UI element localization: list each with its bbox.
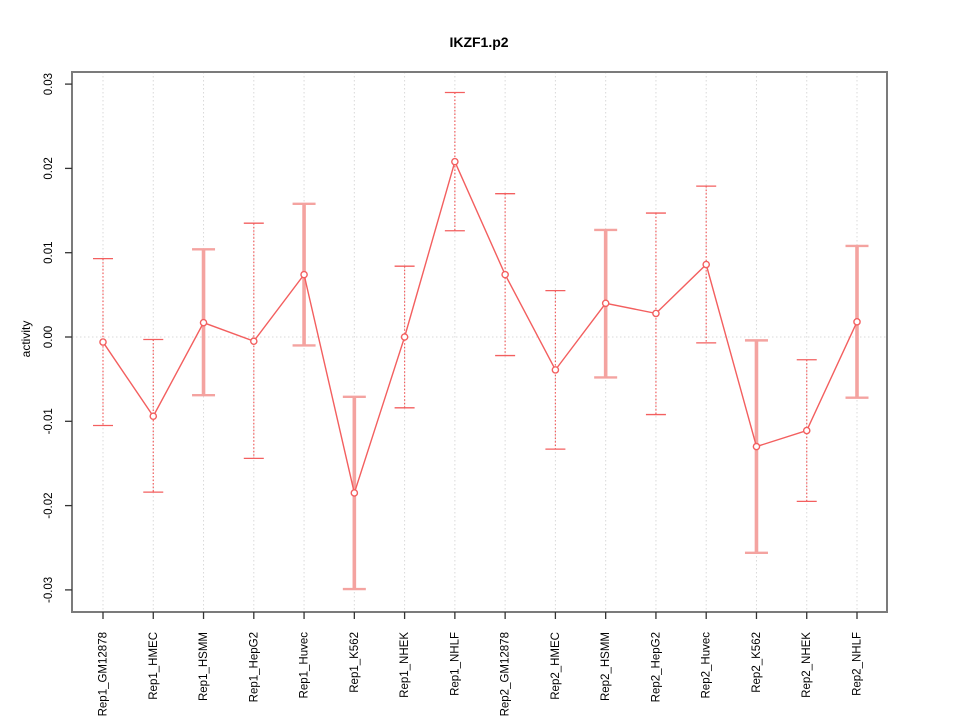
error-bar: [93, 257, 113, 427]
error-bar: [243, 222, 264, 460]
data-point: [752, 442, 761, 451]
error-bar: [645, 212, 666, 416]
error-bar: [444, 91, 465, 232]
data-point: [300, 270, 308, 279]
x-tick-label: Rep2_NHEK: [801, 632, 813, 698]
x-tick-label: Rep1_NHEK: [399, 632, 411, 698]
data-point: [250, 337, 258, 346]
x-tick-label: Rep2_K562: [751, 632, 763, 693]
plot-frame: [71, 71, 888, 613]
x-tick-label: Rep2_Huvec: [701, 632, 713, 699]
data-point: [702, 260, 711, 269]
grid-layer: [72, 72, 887, 612]
axes-layer: 0.03 0.02 0.01 0.00 -0.01 -0.02 -0.03 Rep1_GM12…: [43, 71, 888, 716]
x-tick-label: Rep1_NHLF: [449, 632, 461, 696]
data-point: [652, 309, 660, 318]
x-tick-label: Rep1_Huvec: [299, 632, 311, 699]
x-tick-label: Rep1_HepG2: [248, 632, 260, 702]
x-tick-label: Rep2_GM12878: [500, 632, 512, 716]
y-tick-label: -0.01: [43, 408, 55, 434]
data-point: [601, 299, 610, 308]
y-tick-label: 0.01: [43, 242, 55, 264]
data-point: [149, 412, 158, 421]
x-tick-label: Rep2_NHLF: [852, 632, 864, 696]
chart-title: IKZF1.p2: [449, 34, 508, 50]
x-tick-label: Rep2_HepG2: [650, 632, 662, 702]
error-bar: [545, 289, 566, 450]
data-point: [551, 366, 560, 374]
x-tick-label: Rep1_HMEC: [148, 632, 160, 700]
data-point: [199, 318, 208, 327]
y-tick-label: 0.00: [43, 326, 55, 348]
data-point: [99, 338, 107, 346]
x-tick-label: Rep2_HMEC: [550, 632, 562, 700]
error-bar: [143, 338, 164, 493]
y-tick-label: 0.02: [43, 157, 55, 179]
data-point: [350, 489, 359, 497]
y-tick-label: 0.03: [43, 73, 55, 95]
x-tick-label: Rep1_GM12878: [98, 632, 110, 716]
series-line: [102, 159, 858, 496]
x-tick-label: Rep2_HSMM: [600, 632, 612, 701]
data-point: [501, 270, 509, 279]
x-tick-label: Rep1_K562: [349, 632, 361, 693]
data-point: [853, 318, 861, 326]
data-point-layer: [99, 157, 861, 497]
y-axis-label: activity: [19, 321, 33, 358]
data-point: [400, 333, 409, 341]
y-tick-label: -0.03: [43, 577, 55, 603]
error-bar-layer: [93, 91, 869, 591]
x-tick-label: Rep1_HSMM: [198, 632, 210, 701]
data-point: [802, 426, 811, 435]
series-line-layer: [102, 159, 858, 496]
y-tick-label: -0.02: [43, 492, 55, 518]
data-point: [451, 157, 459, 166]
